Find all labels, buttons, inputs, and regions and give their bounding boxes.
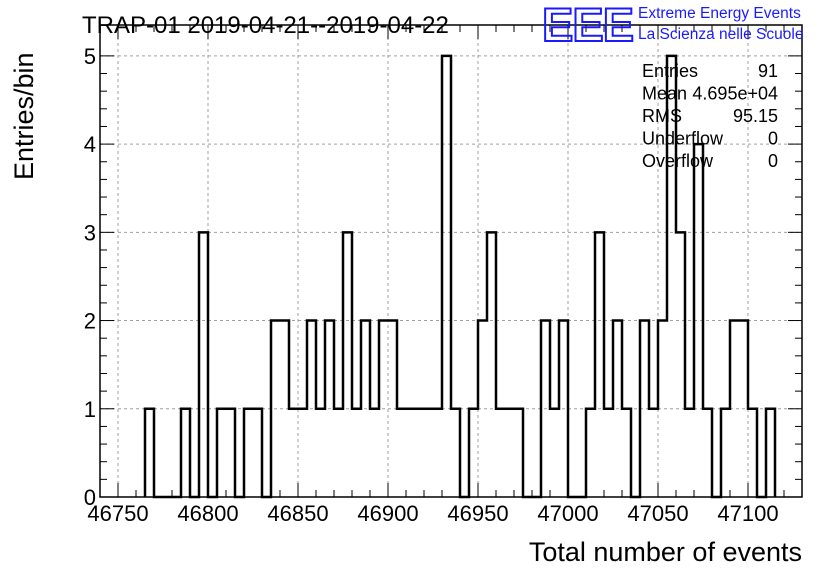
x-tick-label: 47100 [717,501,778,526]
x-axis-label: Total number of events [529,537,802,567]
stat-label: Underflow [642,129,724,149]
histogram-outline [143,54,777,499]
y-tick-label: 1 [84,397,96,422]
stat-label: Overflow [642,151,714,171]
x-tick-labels: 46750 46800 46850 46900 46950 47000 47050 47100 [87,501,778,526]
stat-value: 0 [768,129,778,149]
x-tick-label: 46800 [177,501,238,526]
stat-label: Mean [642,84,687,104]
stat-value: 4.695e+04 [692,84,778,104]
logo-line-2: La Scienza nelle Scuole [638,26,803,43]
logo-line-1: Extreme Energy Events [638,5,801,22]
y-tick-labels: 0 1 2 3 4 5 [84,44,96,510]
stat-value: 0 [768,151,778,171]
stat-label: Entries [642,61,698,81]
stats-box: Entries 91 Mean 4.695e+04 RMS 95.15 Underflow 0… [642,61,778,171]
stat-label: RMS [642,106,682,126]
axis-ticks [100,25,803,498]
stat-value: 95.15 [733,106,778,126]
x-tick-label: 47000 [537,501,598,526]
y-tick-label: 4 [84,132,96,157]
stat-value: 91 [758,61,778,81]
y-tick-label: 0 [84,485,96,510]
plot-frame [99,24,803,498]
x-tick-label: 46900 [357,501,418,526]
x-tick-label: 46850 [267,501,328,526]
eee-logo: EEE Extreme Energy Events La Scienza nel… [541,0,803,52]
y-axis-label: Entries/bin [9,52,39,180]
x-tick-label: 46950 [447,501,508,526]
y-tick-label: 2 [84,309,96,334]
y-tick-label: 5 [84,44,96,69]
x-tick-label: 47050 [627,501,688,526]
logo-mark: EEE [542,0,633,51]
y-tick-label: 3 [84,220,96,245]
chart-title: TRAP-01 2019-04-21--2019-04-22 [82,12,449,39]
x-tick-label: 46750 [87,501,148,526]
